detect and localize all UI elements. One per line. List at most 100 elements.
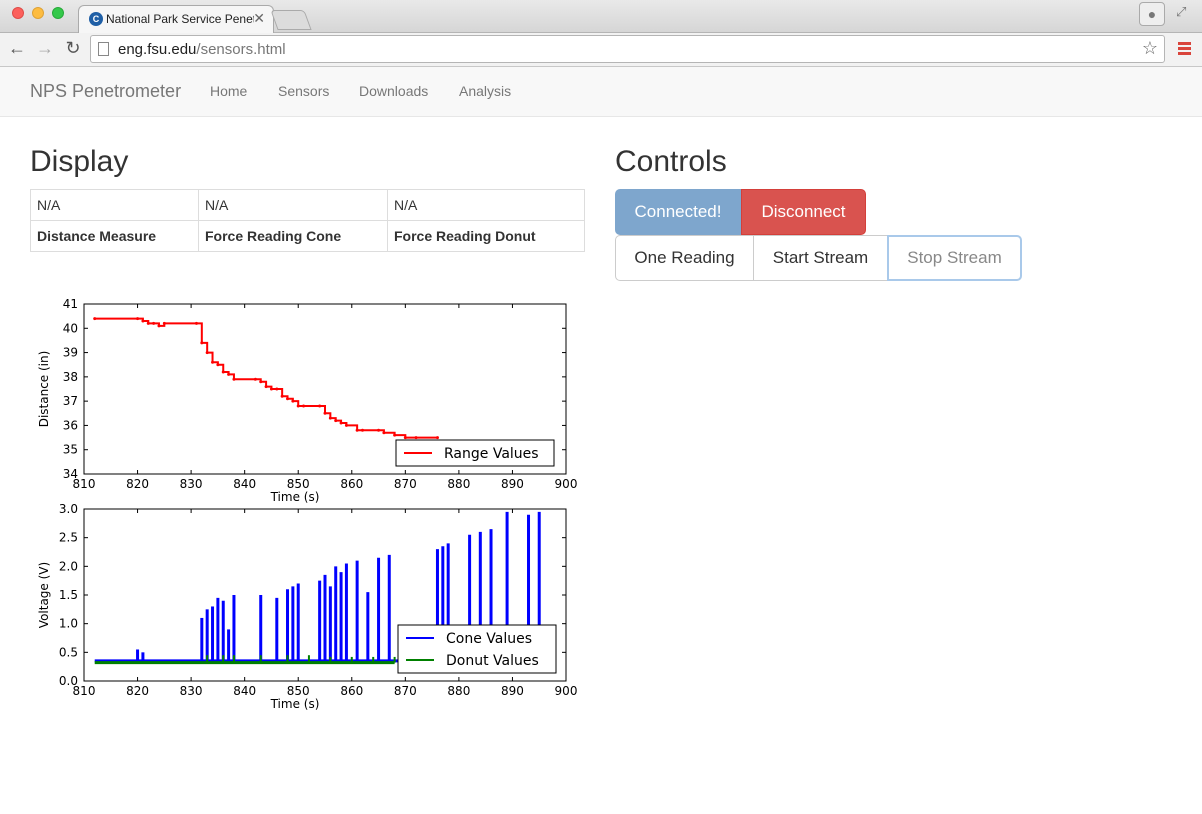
y-tick-label: 1.5 xyxy=(59,588,78,602)
range-values-point xyxy=(414,436,418,440)
x-tick-label: 850 xyxy=(287,477,310,491)
range-values-point xyxy=(146,321,150,325)
range-values-point xyxy=(435,436,439,440)
range-values-point xyxy=(291,399,295,403)
nav-link-analysis[interactable]: Analysis xyxy=(459,83,512,99)
range-values-point xyxy=(275,387,279,391)
address-bar[interactable]: eng.fsu.edu/sensors.html ☆ xyxy=(90,35,1165,63)
voltage-legend-box xyxy=(397,624,557,674)
x-tick-label: 880 xyxy=(447,477,470,491)
range-values-point xyxy=(221,370,225,374)
nav-link-home[interactable]: Home xyxy=(210,83,248,99)
nav-link-sensors[interactable]: Sensors xyxy=(278,83,330,99)
sensor-plot: 810 820 830 840 850 860 870 880 890 900 34 35 36 37 38… xyxy=(30,290,590,725)
range-values-point xyxy=(264,385,268,389)
close-window-button[interactable] xyxy=(12,7,24,19)
range-values-point xyxy=(286,397,290,401)
y-tick-label: 0.5 xyxy=(59,645,78,659)
range-values-point xyxy=(334,419,338,423)
y-tick-label: 38 xyxy=(63,370,78,384)
reload-icon[interactable]: ↻ xyxy=(65,38,81,58)
range-values-point xyxy=(136,317,140,321)
y-tick-label: 40 xyxy=(63,321,78,335)
y-axis-label: Distance (in) xyxy=(37,351,51,428)
range-values-point xyxy=(318,404,322,408)
x-tick-label: 830 xyxy=(180,477,203,491)
range-values-point xyxy=(344,423,348,427)
y-tick-label: 2.0 xyxy=(59,559,78,573)
range-values-point xyxy=(93,317,97,321)
fullscreen-icon[interactable]: ⤢ xyxy=(1176,4,1187,19)
range-values-point xyxy=(200,341,204,345)
minimize-window-button[interactable] xyxy=(32,7,44,19)
connected-button[interactable]: Connected! xyxy=(615,189,741,235)
force-cone-label: Force Reading Cone xyxy=(198,220,388,252)
x-tick-label: 870 xyxy=(394,684,417,698)
range-values-point xyxy=(141,319,145,323)
range-values-point xyxy=(328,416,332,420)
zoom-window-button[interactable] xyxy=(52,7,64,19)
y-tick-label: 35 xyxy=(63,443,78,457)
browser-tab[interactable]: C National Park Service Penetrometer ✕ xyxy=(78,5,274,33)
x-axis-label: Time (s) xyxy=(270,697,320,711)
y-tick-label: 36 xyxy=(63,418,78,432)
y-tick-label: 37 xyxy=(63,394,78,408)
sensor-readings-table: N/A N/A N/A Distance Measure Force Readi… xyxy=(30,189,585,252)
y-tick-label: 2.5 xyxy=(59,531,78,545)
display-heading: Display xyxy=(30,145,129,178)
range-values-point xyxy=(211,360,215,364)
disconnect-button[interactable]: Disconnect xyxy=(741,189,866,235)
forward-arrow-icon[interactable]: → xyxy=(36,38,54,58)
x-tick-label: 860 xyxy=(340,684,363,698)
x-tick-label: 820 xyxy=(126,684,149,698)
browser-toolbar: ← → ↻ eng.fsu.edu/sensors.html ☆ xyxy=(0,33,1202,67)
readings-values-row: N/A N/A N/A xyxy=(30,189,585,221)
range-values-point xyxy=(152,321,156,325)
profile-icon[interactable]: ● xyxy=(1139,2,1165,26)
range-values-point xyxy=(377,428,381,432)
range-values-point xyxy=(216,363,220,367)
back-arrow-icon[interactable]: ← xyxy=(8,38,26,58)
x-axis-label: Time (s) xyxy=(270,490,320,504)
stop-stream-button[interactable]: Stop Stream xyxy=(887,235,1022,281)
x-tick-label: 810 xyxy=(73,684,96,698)
tab-close-icon[interactable]: ✕ xyxy=(253,10,265,26)
range-values-point xyxy=(355,428,359,432)
site-navbar: NPS Penetrometer Home Sensors Downloads … xyxy=(0,67,1202,117)
range-values-point xyxy=(393,433,397,437)
nav-link-downloads[interactable]: Downloads xyxy=(359,83,429,99)
x-tick-label: 830 xyxy=(180,684,203,698)
force-cone-value: N/A xyxy=(198,189,388,221)
x-tick-label: 890 xyxy=(501,477,524,491)
range-values-point xyxy=(323,411,327,415)
range-values-point xyxy=(162,321,166,325)
range-values-point xyxy=(382,431,386,435)
menu-icon[interactable] xyxy=(1178,42,1191,57)
new-tab-button[interactable] xyxy=(270,10,312,30)
x-tick-label: 880 xyxy=(447,684,470,698)
distance-label: Distance Measure xyxy=(30,220,199,252)
range-values-point xyxy=(253,377,257,381)
controls-heading: Controls xyxy=(615,145,727,178)
x-tick-label: 900 xyxy=(555,477,578,491)
y-tick-label: 1.0 xyxy=(59,617,78,631)
range-legend-label: Range Values xyxy=(444,446,539,462)
bookmark-star-icon[interactable]: ☆ xyxy=(1141,38,1158,58)
range-values-point xyxy=(360,428,364,432)
y-axis-label: Voltage (V) xyxy=(37,562,51,628)
sensor-plot-svg: 810 820 830 840 850 860 870 880 890 900 34 35 36 37 38… xyxy=(37,297,578,711)
x-tick-label: 900 xyxy=(555,684,578,698)
y-tick-label: 39 xyxy=(63,346,78,360)
cone-legend-label: Cone Values xyxy=(446,631,532,647)
x-tick-label: 870 xyxy=(394,477,417,491)
range-values-point xyxy=(205,351,209,355)
readings-labels-row: Distance Measure Force Reading Cone Forc… xyxy=(30,220,585,252)
x-tick-label: 890 xyxy=(501,684,524,698)
one-reading-button[interactable]: One Reading xyxy=(615,235,754,281)
url-text: eng.fsu.edu/sensors.html xyxy=(118,41,286,58)
donut-legend-label: Donut Values xyxy=(446,653,539,669)
start-stream-button[interactable]: Start Stream xyxy=(753,235,888,281)
brand-link[interactable]: NPS Penetrometer xyxy=(30,81,182,101)
tab-title: National Park Service Penetrometer xyxy=(106,12,254,26)
x-tick-label: 840 xyxy=(233,684,256,698)
